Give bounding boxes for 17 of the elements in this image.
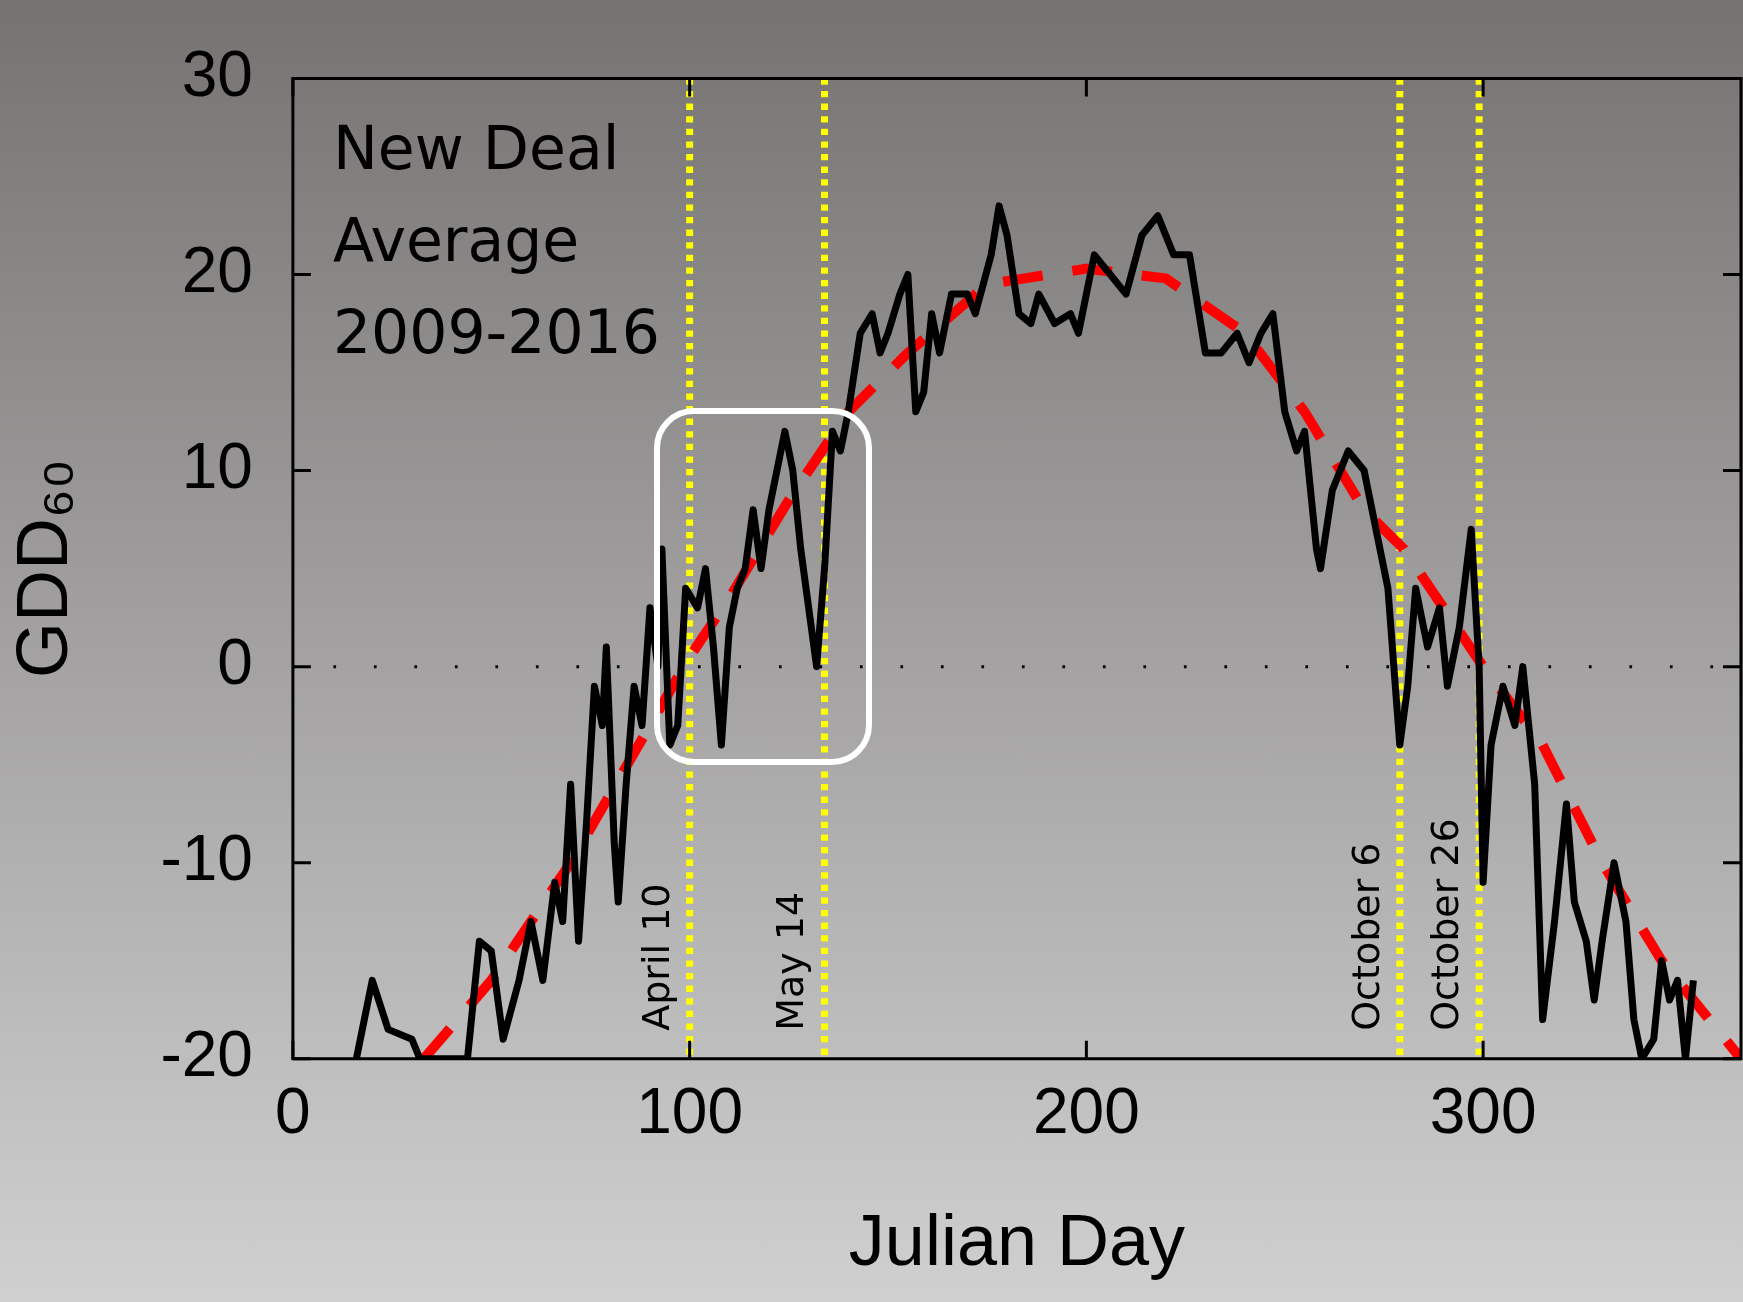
x-axis-title: Julian Day bbox=[848, 1199, 1186, 1280]
x-tick-label: 0 bbox=[275, 1074, 311, 1147]
annotation: New Deal Average 2009-2016 bbox=[332, 112, 660, 367]
y-axis-title: GDD₆₀ bbox=[2, 459, 83, 679]
y-tick-label: 10 bbox=[181, 430, 253, 503]
ref-line-label: April 10 bbox=[633, 883, 678, 1031]
ref-line-label: May 14 bbox=[768, 891, 813, 1031]
y-tick-label: 20 bbox=[181, 234, 253, 307]
y-tick-label: -10 bbox=[160, 822, 253, 895]
ref-line-label: October 26 bbox=[1423, 818, 1468, 1031]
x-tick-label: 100 bbox=[636, 1074, 744, 1147]
ref-line-label: October 6 bbox=[1343, 842, 1388, 1031]
x-tick-label: 200 bbox=[1032, 1074, 1140, 1147]
y-tick-label: -20 bbox=[160, 1018, 253, 1091]
x-tick-label: 300 bbox=[1429, 1074, 1537, 1147]
y-tick-label: 0 bbox=[217, 626, 253, 699]
y-tick-label: 30 bbox=[181, 38, 253, 111]
